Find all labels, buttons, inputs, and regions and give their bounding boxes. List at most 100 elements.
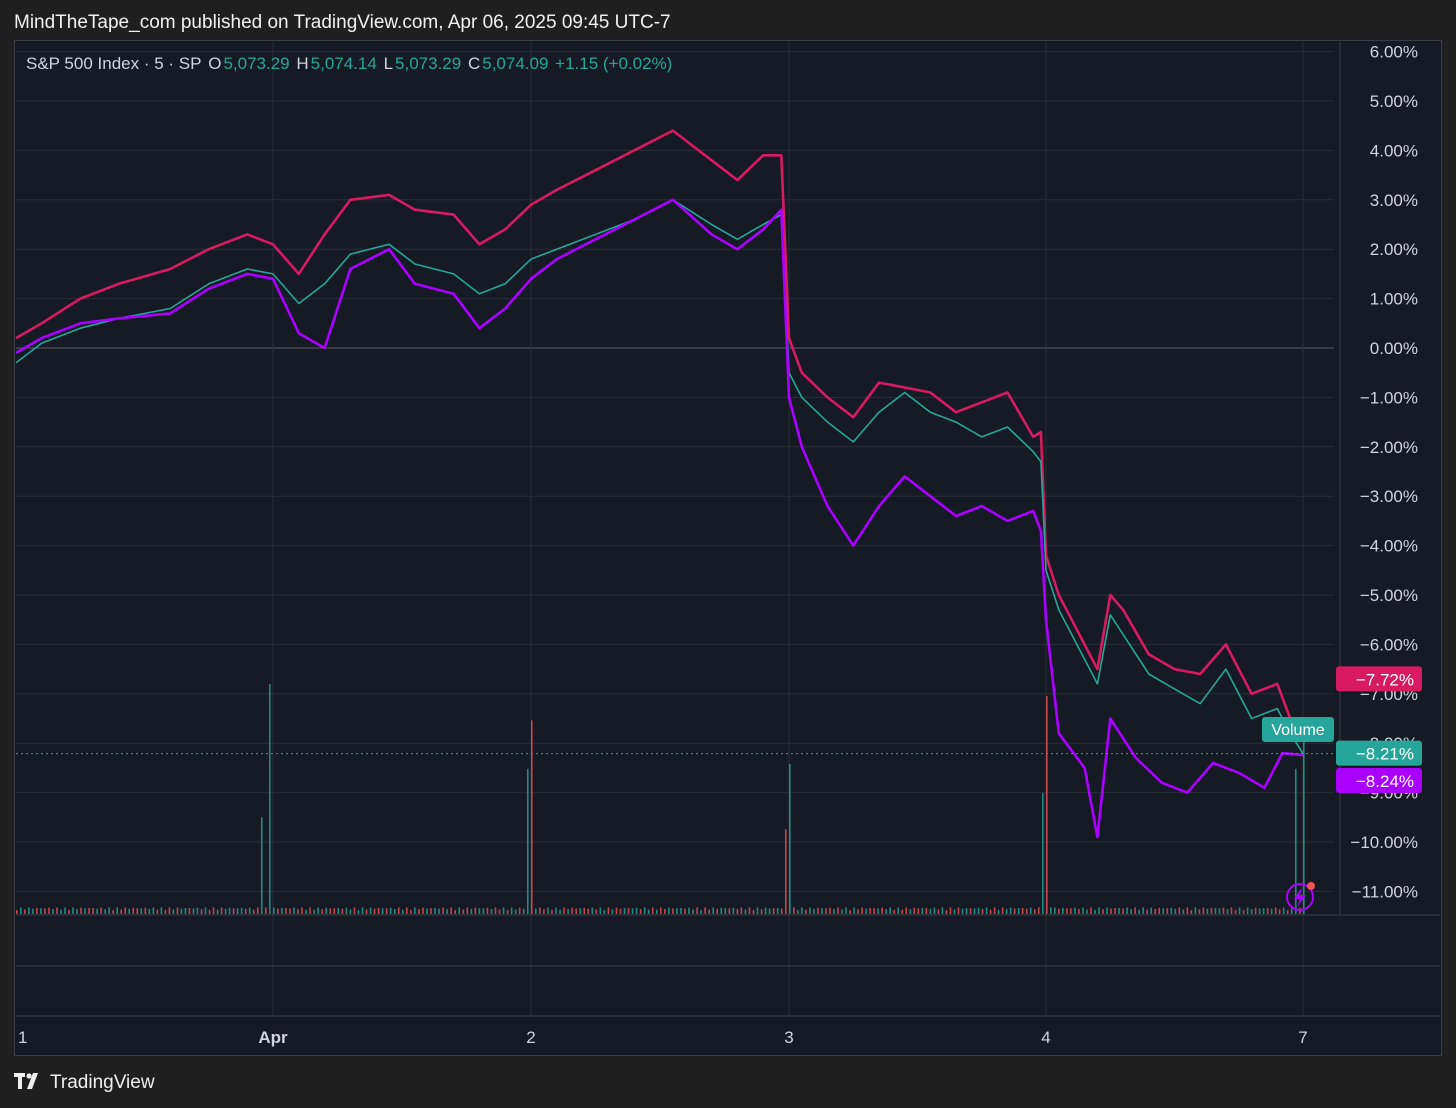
- volume-bar: [80, 907, 82, 914]
- y-tick-label: 4.00%: [1370, 141, 1418, 160]
- lightning-icon[interactable]: [1286, 883, 1314, 911]
- volume-bar: [643, 907, 646, 914]
- volume-bar: [752, 909, 755, 914]
- volume-bar: [277, 908, 279, 914]
- volume-bar: [1210, 907, 1213, 914]
- volume-bar: [289, 908, 291, 914]
- volume-bar: [909, 908, 912, 914]
- volume-bar: [563, 907, 565, 914]
- volume-bar: [1070, 908, 1072, 914]
- volume-bar: [196, 907, 199, 914]
- close-label: C: [467, 54, 481, 73]
- volume-bar: [297, 909, 299, 914]
- volume-bar: [1218, 908, 1221, 914]
- volume-bar: [454, 909, 457, 914]
- volume-bar: [1182, 909, 1185, 914]
- volume-bar: [583, 907, 586, 914]
- volume-bar: [305, 909, 307, 914]
- volume-bar: [281, 907, 283, 914]
- volume-bar: [526, 768, 529, 914]
- tradingview-logo-icon: [14, 1072, 44, 1094]
- volume-bar: [92, 907, 94, 914]
- volume-bar: [756, 907, 759, 914]
- volume-bar: [688, 907, 690, 914]
- volume-bar: [224, 908, 227, 914]
- volume-bar: [849, 909, 851, 914]
- volume-bar: [744, 909, 747, 914]
- volume-bar: [1294, 768, 1297, 914]
- volume-bar: [518, 907, 521, 914]
- volume-bar: [36, 907, 38, 914]
- volume-bar: [450, 907, 452, 914]
- volume-bar: [385, 908, 388, 914]
- volume-bar: [655, 909, 658, 914]
- volume-bar: [422, 907, 424, 914]
- volume-bar: [478, 908, 481, 914]
- volume-bar: [132, 907, 135, 914]
- volume-bar: [1303, 739, 1305, 914]
- volume-bar: [841, 909, 843, 914]
- tradingview-brand[interactable]: TradingView: [14, 1072, 155, 1094]
- volume-bar: [780, 908, 783, 914]
- volume-bar: [502, 907, 505, 914]
- volume-bar: [861, 907, 863, 914]
- y-tick-label: 1.00%: [1370, 290, 1418, 309]
- volume-bar: [627, 908, 630, 914]
- volume-bar: [510, 907, 513, 914]
- volume-bar: [88, 908, 90, 914]
- volume-bar: [1258, 908, 1261, 914]
- volume-bar: [1274, 907, 1277, 914]
- end-label-badge: [1336, 666, 1422, 692]
- volume-bar: [1138, 909, 1140, 914]
- volume-bar: [647, 909, 650, 914]
- volume-bar: [1178, 907, 1181, 914]
- volume-bar: [1098, 907, 1100, 914]
- volume-bar: [1110, 908, 1112, 914]
- volume-bar: [1238, 907, 1241, 914]
- volume-bar: [474, 907, 477, 914]
- volume-bar: [1186, 907, 1189, 914]
- volume-bar: [539, 907, 541, 914]
- close-value: 5,074.09: [482, 54, 549, 73]
- volume-bar: [809, 907, 811, 914]
- volume-bar: [869, 907, 871, 914]
- volume-bar: [1122, 908, 1124, 914]
- volume-bar: [56, 907, 58, 914]
- volume-bar: [1226, 909, 1229, 914]
- chart-frame[interactable]: [14, 40, 1442, 1056]
- volume-bar: [760, 909, 763, 914]
- volume-bar: [708, 909, 710, 914]
- volume-bar: [668, 907, 670, 914]
- volume-bar: [365, 909, 368, 914]
- volume-bar: [619, 908, 622, 914]
- volume-bar: [112, 909, 114, 914]
- volume-bar: [1202, 907, 1205, 914]
- volume-bar: [748, 907, 751, 914]
- volume-bar: [696, 907, 698, 914]
- low-label: L: [383, 54, 394, 73]
- volume-bar: [567, 908, 569, 914]
- volume-bar: [917, 908, 920, 914]
- volume-bar: [1041, 793, 1044, 914]
- volume-bar: [160, 907, 163, 914]
- volume-bar: [470, 908, 473, 914]
- y-tick-label: 5.00%: [1370, 92, 1418, 111]
- volume-bar: [44, 908, 46, 914]
- volume-bar: [124, 907, 127, 914]
- volume-bar: [764, 907, 767, 914]
- volume-bar: [623, 907, 626, 914]
- volume-bar: [506, 909, 509, 914]
- y-tick-label: 0.00%: [1370, 339, 1418, 358]
- volume-bar: [837, 907, 839, 914]
- volume-bar: [881, 907, 883, 914]
- volume-bar: [789, 763, 791, 914]
- volume-bar: [1250, 909, 1253, 914]
- volume-bar: [873, 908, 875, 914]
- volume-bar: [716, 908, 719, 914]
- volume-bar: [535, 908, 537, 914]
- volume-bar: [148, 908, 151, 914]
- volume-bar: [615, 907, 618, 914]
- volume-bar: [989, 909, 992, 914]
- volume-bar: [813, 908, 815, 914]
